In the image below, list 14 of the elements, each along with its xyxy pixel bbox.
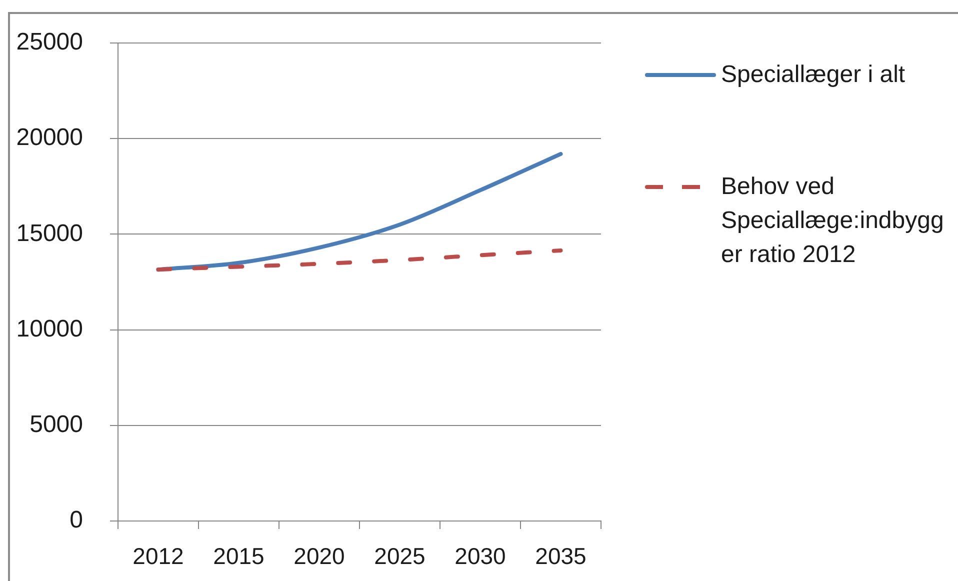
x-tick-label: 2025 — [374, 543, 426, 570]
legend-label: Behov ved Speciallæge:indbygger ratio 2012 — [721, 172, 945, 270]
x-tick-label: 2035 — [535, 543, 586, 570]
x-tick-label: 2020 — [294, 543, 345, 570]
y-tick-label: 20000 — [16, 124, 83, 152]
x-tick-label: 2012 — [132, 543, 184, 570]
y-tick-label: 5000 — [30, 411, 83, 438]
y-tick-label: 0 — [70, 506, 83, 534]
x-tick-label: 2030 — [454, 543, 506, 570]
y-tick-label: 10000 — [16, 315, 83, 342]
y-tick-label: 25000 — [16, 28, 83, 56]
legend-label: Speciallæger i alt — [721, 60, 906, 90]
y-tick-label: 15000 — [16, 220, 83, 247]
x-tick-label: 2015 — [213, 543, 264, 570]
